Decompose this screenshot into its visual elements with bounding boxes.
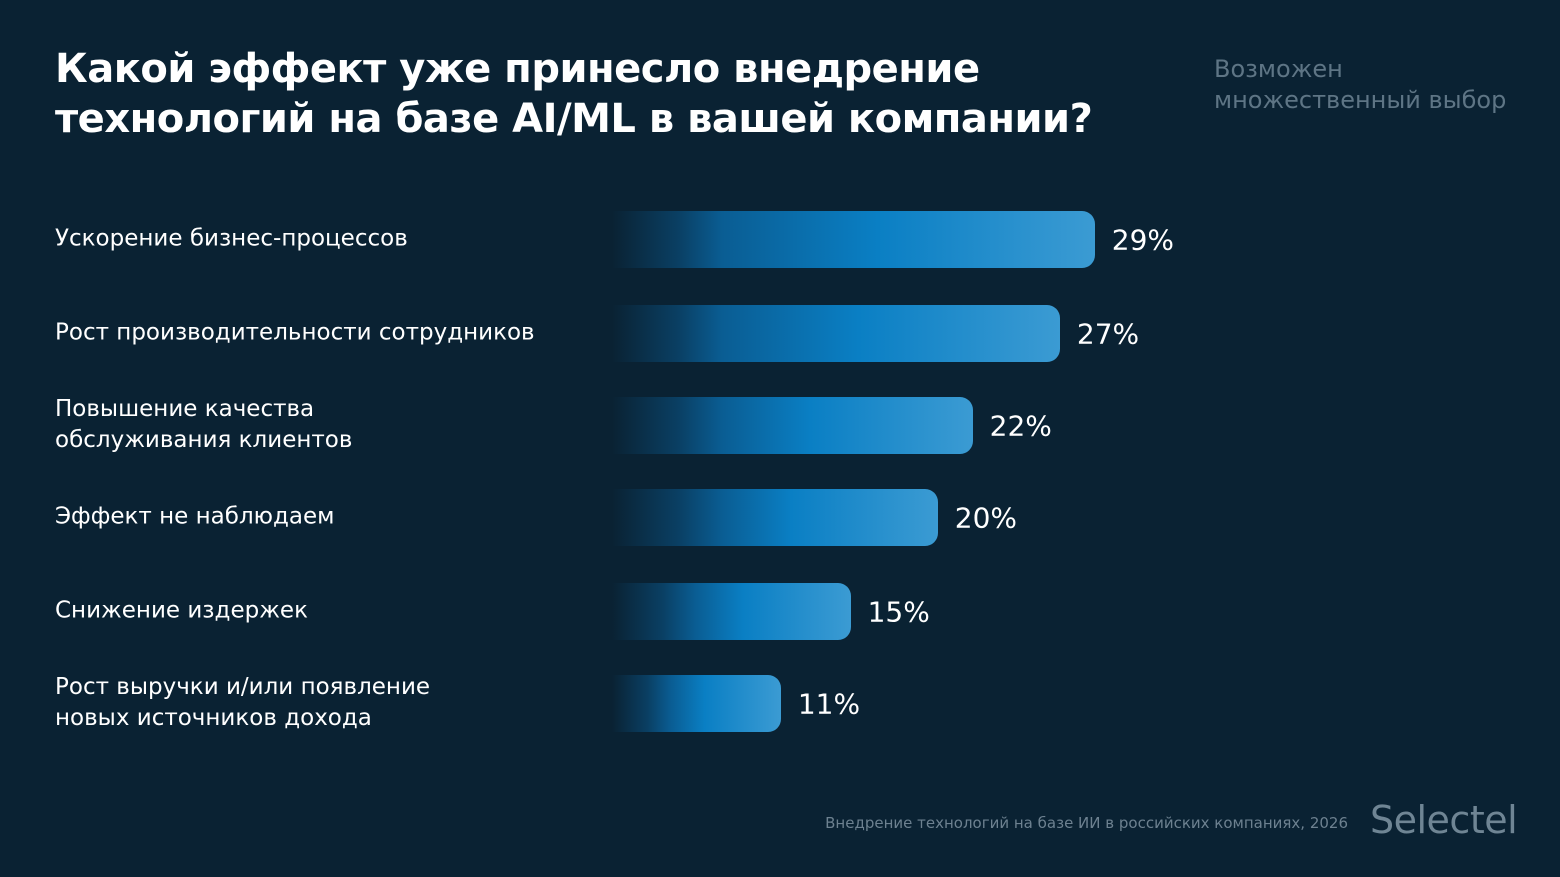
bar xyxy=(612,675,781,732)
selectel-logo: Selectel xyxy=(1370,798,1518,842)
category-label: Снижение издержек xyxy=(55,597,308,624)
bar xyxy=(612,211,1095,268)
value-label: 11% xyxy=(797,687,861,721)
bar xyxy=(612,305,1060,362)
chart-title: Какой эффект уже принесло внедрение техн… xyxy=(55,46,1093,142)
category-label: Ускорение бизнес-процессов xyxy=(55,225,408,252)
value-label: 20% xyxy=(954,501,1018,535)
value-label: 15% xyxy=(867,595,930,629)
chart-subtitle: Возможен множественный выбор xyxy=(1214,55,1507,114)
category-label: Повышение качества обслуживания клиентов xyxy=(55,396,353,453)
category-label: Эффект не наблюдаем xyxy=(55,503,335,530)
bar xyxy=(612,489,938,546)
value-label: 29% xyxy=(1111,223,1174,257)
value-label: 22% xyxy=(989,409,1052,443)
category-label: Рост производительности сотрудников xyxy=(55,319,535,346)
value-label: 27% xyxy=(1076,317,1140,351)
bar xyxy=(612,583,851,640)
bar xyxy=(612,397,973,454)
category-label: Рост выручки и/или появление новых источ… xyxy=(55,674,431,731)
source-note: Внедрение технологий на базе ИИ в россий… xyxy=(825,814,1348,832)
